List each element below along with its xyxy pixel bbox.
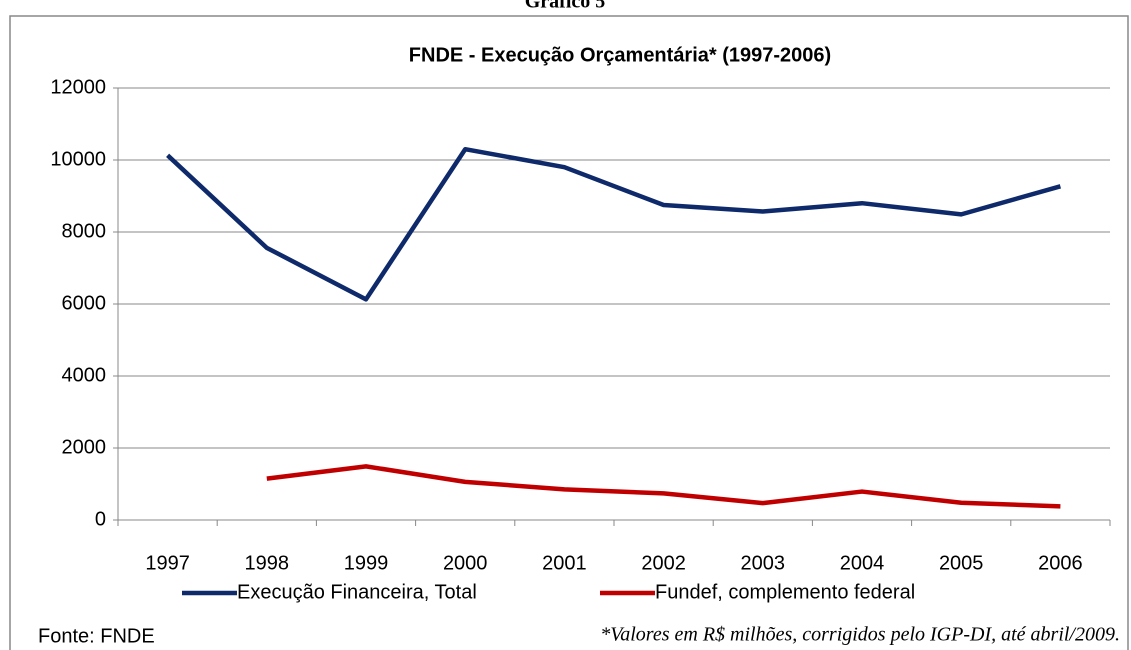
chart-frame	[9, 15, 1129, 650]
x-tick-label: 1997	[145, 552, 190, 574]
y-tick-label: 0	[95, 508, 106, 530]
x-tick-label: 1998	[245, 552, 290, 574]
legend-label: Fundef, complemento federal	[655, 581, 915, 603]
y-tick-label: 4000	[62, 364, 107, 386]
y-tick-label: 8000	[62, 220, 107, 242]
x-tick-label: 2002	[641, 552, 686, 574]
y-tick-label: 10000	[50, 148, 106, 170]
series-line	[166, 146, 1062, 302]
legend-label: Execução Financeira, Total	[237, 581, 477, 603]
chart-title: FNDE - Execução Orçamentária* (1997-2006…	[409, 44, 831, 66]
y-tick-label: 2000	[62, 436, 107, 458]
note: *Valores em R$ milhões, corrigidos pelo …	[600, 624, 1120, 646]
series-line	[266, 464, 1061, 509]
y-tick-label: 12000	[50, 76, 106, 98]
x-tick-label: 1999	[344, 552, 389, 574]
x-tick-label: 2006	[1038, 552, 1083, 574]
source: Fonte: FNDE	[38, 625, 155, 647]
y-tick-label: 6000	[62, 292, 107, 314]
x-tick-label: 2004	[840, 552, 885, 574]
figure-caption: Gráfico 5	[525, 0, 606, 13]
x-tick-label: 2000	[443, 552, 488, 574]
x-tick-label: 2003	[741, 552, 786, 574]
x-tick-label: 2001	[542, 552, 587, 574]
x-tick-label: 2005	[939, 552, 984, 574]
